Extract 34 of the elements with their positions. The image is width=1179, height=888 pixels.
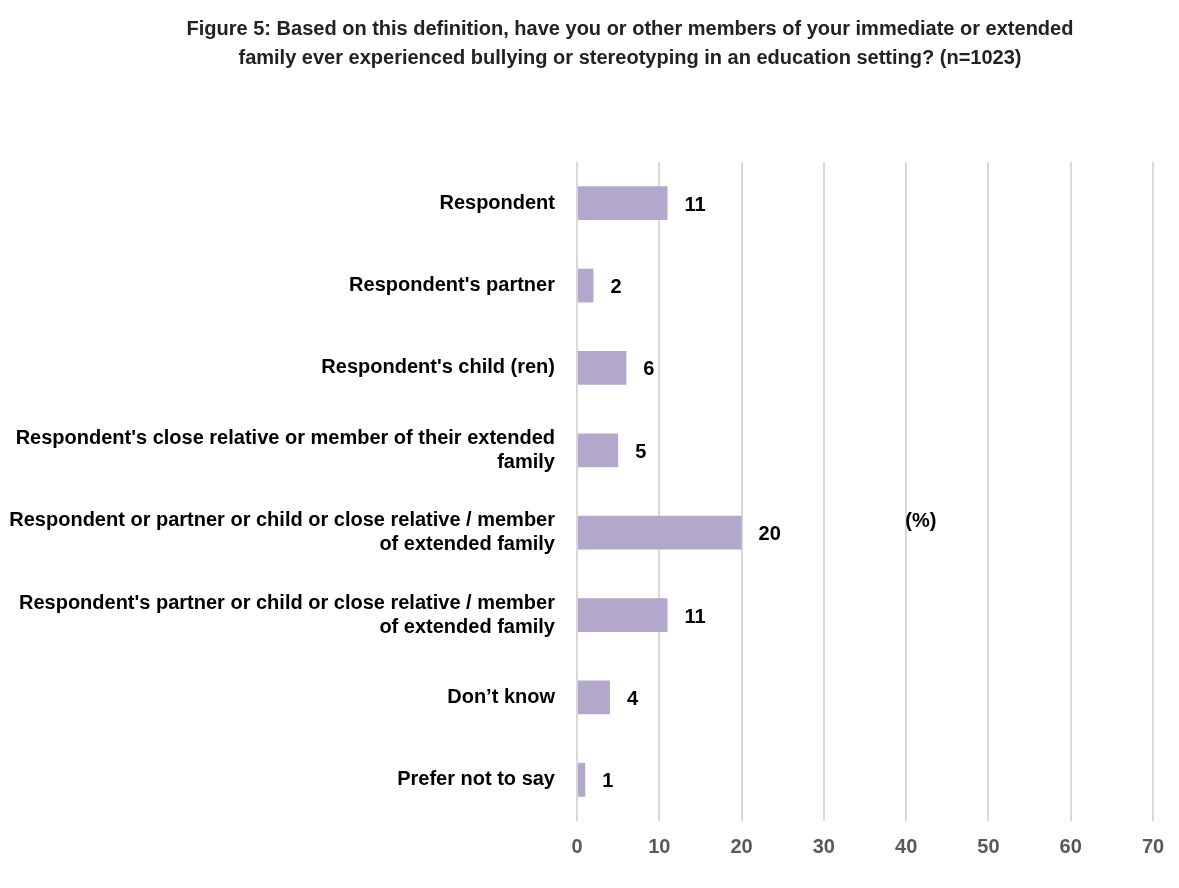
x-tick-label: 70 [1141, 834, 1165, 857]
bar [578, 268, 594, 303]
x-tick-label: 50 [977, 834, 1000, 857]
bar [578, 186, 668, 221]
data-label: 6 [643, 357, 655, 380]
x-tick-label: 0 [571, 834, 583, 857]
bar [578, 515, 742, 550]
y-tick-label: Respondent's child (ren) [321, 355, 555, 378]
y-tick-label: Respondent's close relative or member of their extended family [15, 425, 556, 472]
data-label: 11 [684, 604, 706, 627]
x-tick-label: 20 [730, 834, 753, 857]
data-label: 2 [610, 275, 622, 298]
y-tick-label: Don’t know [447, 684, 556, 707]
x-axis-title: (%) [905, 508, 937, 531]
x-tick-label: 60 [1059, 834, 1082, 857]
data-label: 20 [758, 522, 781, 545]
chart-title: Figure 5: Based on this definition, have you or other members of your immediate or extended family ever experienced bullying or stereotyping in an education setting? (n=1023) [185, 16, 1075, 70]
data-label: 11 [684, 192, 706, 215]
y-tick-label: Respondent or partner or child or close relative / member of extended family [9, 508, 556, 555]
bar [578, 433, 619, 468]
x-tick-label: 30 [812, 834, 835, 857]
bar [578, 762, 586, 797]
x-tick-label: 40 [895, 834, 918, 857]
y-tick-label: Respondent [439, 190, 556, 213]
y-tick-label: Respondent's partner or child or close relative / member of extended family [18, 590, 556, 637]
y-tick-label: Prefer not to say [397, 767, 556, 790]
data-label: 5 [635, 439, 647, 462]
bar [578, 598, 668, 632]
y-tick-label: Respondent's partner [349, 273, 556, 296]
bar [578, 680, 610, 715]
data-label: 4 [626, 686, 639, 709]
x-tick-label: 10 [648, 834, 671, 857]
data-label: 1 [602, 769, 614, 792]
bar [578, 351, 627, 385]
